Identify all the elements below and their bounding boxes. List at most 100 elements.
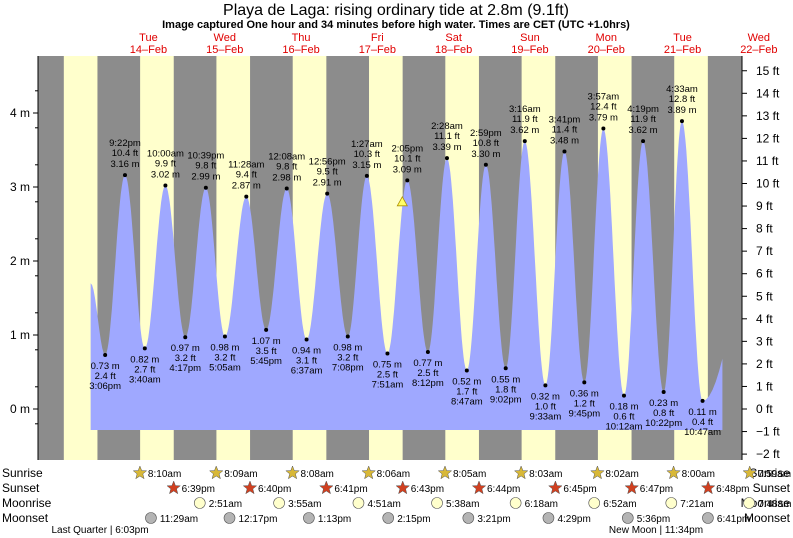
tide-height-ft: 10.1 ft bbox=[394, 153, 421, 164]
tide-height-ft: 0.6 ft bbox=[613, 412, 634, 423]
tide-time: 10:22pm bbox=[645, 418, 682, 429]
tide-height-m: 0.73 m bbox=[91, 361, 120, 372]
moonrise-time: 6:52am bbox=[603, 499, 636, 510]
tide-extreme-dot bbox=[503, 366, 508, 371]
tide-height-m: 0.98 m bbox=[333, 342, 362, 353]
day-date: 22–Feb bbox=[740, 44, 777, 56]
tide-time: 9:02pm bbox=[490, 394, 522, 405]
tide-height-ft: 10.4 ft bbox=[112, 148, 139, 159]
left-tick-label: 3 m bbox=[10, 180, 30, 194]
tide-height-ft: 11.9 ft bbox=[512, 114, 538, 125]
tide-extreme-dot bbox=[163, 183, 168, 188]
tide-height-m: 2.87 m bbox=[232, 181, 261, 192]
tide-extreme-dot bbox=[483, 162, 488, 167]
tide-height-m: 3.15 m bbox=[352, 160, 381, 171]
tide-extreme-dot bbox=[304, 337, 309, 342]
sunrise-time: 8:05am bbox=[453, 469, 486, 480]
moonrise-icon bbox=[588, 497, 601, 509]
moonrise-time: 7:48am bbox=[758, 499, 791, 510]
tide-time: 10:00am bbox=[147, 149, 184, 160]
moonset-icon bbox=[702, 512, 714, 524]
day-name: Wed bbox=[214, 32, 236, 44]
tide-height-ft: 2.5 ft bbox=[417, 368, 438, 379]
right-tick-label: 5 ft bbox=[756, 289, 773, 303]
tide-extreme-dot bbox=[641, 139, 646, 144]
sunrise-time: 8:10am bbox=[148, 469, 181, 480]
sunset-icon bbox=[700, 480, 716, 495]
tide-height-m: 2.98 m bbox=[272, 172, 301, 183]
moonrise-icon bbox=[509, 497, 522, 509]
tide-height-ft: 3.5 ft bbox=[256, 346, 277, 357]
tide-height-m: 0.77 m bbox=[413, 358, 442, 369]
moonset-time: 3:21pm bbox=[477, 514, 510, 525]
tide-height-ft: 2.5 ft bbox=[377, 370, 398, 381]
tide-height-ft: 11.1 ft bbox=[434, 131, 460, 142]
chart-subtitle: Image captured One hour and 34 minutes b… bbox=[162, 19, 630, 31]
tide-time: 3:57am bbox=[588, 92, 620, 103]
sunrise-time: 8:03am bbox=[529, 469, 562, 480]
tide-area bbox=[90, 121, 723, 430]
tide-height-ft: 3.1 ft bbox=[296, 355, 317, 366]
day-date: 15–Feb bbox=[206, 44, 243, 56]
tide-height-ft: 9.5 ft bbox=[317, 167, 338, 178]
tide-height-ft: 11.9 ft bbox=[630, 114, 656, 125]
sunrise-time: 8:06am bbox=[377, 469, 410, 480]
tide-height-m: 2.91 m bbox=[313, 178, 342, 189]
tide-height-ft: 12.4 ft bbox=[590, 102, 617, 113]
tide-height-ft: 3.2 ft bbox=[175, 353, 196, 364]
tide-height-m: 3.02 m bbox=[151, 170, 180, 181]
sunrise-icon bbox=[361, 465, 376, 480]
tide-extreme-dot bbox=[444, 156, 449, 161]
day-name: Wed bbox=[748, 32, 770, 44]
tide-height-ft: 11.4 ft bbox=[552, 124, 578, 135]
tide-height-ft: 1.8 ft bbox=[495, 384, 516, 395]
tide-height-ft: 2.4 ft bbox=[95, 371, 116, 382]
sunrise-icon bbox=[666, 465, 681, 480]
tide-time: 7:08pm bbox=[332, 362, 364, 373]
right-tick-label: 8 ft bbox=[756, 222, 773, 236]
tide-extreme-dot bbox=[464, 368, 469, 373]
moonset-icon bbox=[382, 512, 395, 524]
tide-height-m: 3.48 m bbox=[550, 135, 579, 146]
tide-height-m: 0.98 m bbox=[210, 342, 239, 353]
tide-time: 9:22pm bbox=[109, 138, 141, 149]
moonrise-time: 7:21am bbox=[680, 499, 713, 510]
tide-extreme-dot bbox=[264, 327, 269, 332]
tide-time: 4:19pm bbox=[627, 104, 659, 115]
left-tick-label: 1 m bbox=[10, 328, 30, 342]
tide-extreme-dot bbox=[562, 149, 567, 154]
tide-extreme-dot bbox=[661, 389, 666, 394]
right-tick-label: 15 ft bbox=[756, 64, 780, 78]
right-tick-label: 12 ft bbox=[756, 131, 780, 145]
tide-extreme-dot bbox=[522, 139, 527, 144]
tide-time: 8:47am bbox=[451, 397, 483, 408]
moonset-icon bbox=[223, 512, 236, 524]
sunset-time: 6:40pm bbox=[258, 484, 291, 495]
tide-time: 3:06pm bbox=[89, 381, 121, 392]
day-name: Sun bbox=[520, 32, 540, 44]
tide-height-m: 0.82 m bbox=[130, 354, 159, 365]
tide-time: 4:33am bbox=[666, 84, 698, 95]
tide-water-area bbox=[90, 121, 723, 430]
row-label-moonset-right: Moonset bbox=[744, 511, 791, 525]
sunrise-time: 7:59am bbox=[758, 469, 791, 480]
axes: 0 m 1 m 2 m 3 m 4 m −2 ft −1 ft 0 ft 1 ft 2 ft 3 f… bbox=[10, 56, 780, 461]
tide-extreme-dot bbox=[543, 383, 548, 388]
tide-extreme-dot bbox=[425, 350, 430, 355]
tide-time: 9:45pm bbox=[568, 408, 600, 419]
tide-height-ft: 9.8 ft bbox=[195, 161, 216, 172]
row-label-sunrise-right: Sunrise bbox=[749, 466, 790, 480]
right-tick-label: 0 ft bbox=[756, 402, 773, 416]
current-level-marker bbox=[396, 195, 408, 207]
tide-height-ft: 1.2 ft bbox=[574, 398, 595, 409]
chart-title: Playa de Laga: rising ordinary tide at 2… bbox=[223, 2, 569, 19]
tide-height-ft: 12.8 ft bbox=[669, 94, 696, 105]
tide-height-m: 0.97 m bbox=[171, 343, 200, 354]
tide-height-m: 3.16 m bbox=[110, 159, 139, 170]
tide-height-m: 3.79 m bbox=[589, 113, 618, 124]
moonset-icon bbox=[303, 512, 315, 524]
sunrise-icon bbox=[590, 465, 605, 480]
tide-height-m: 0.23 m bbox=[649, 398, 678, 409]
moonset-icon bbox=[542, 512, 555, 524]
sunset-time: 6:39pm bbox=[182, 484, 215, 495]
